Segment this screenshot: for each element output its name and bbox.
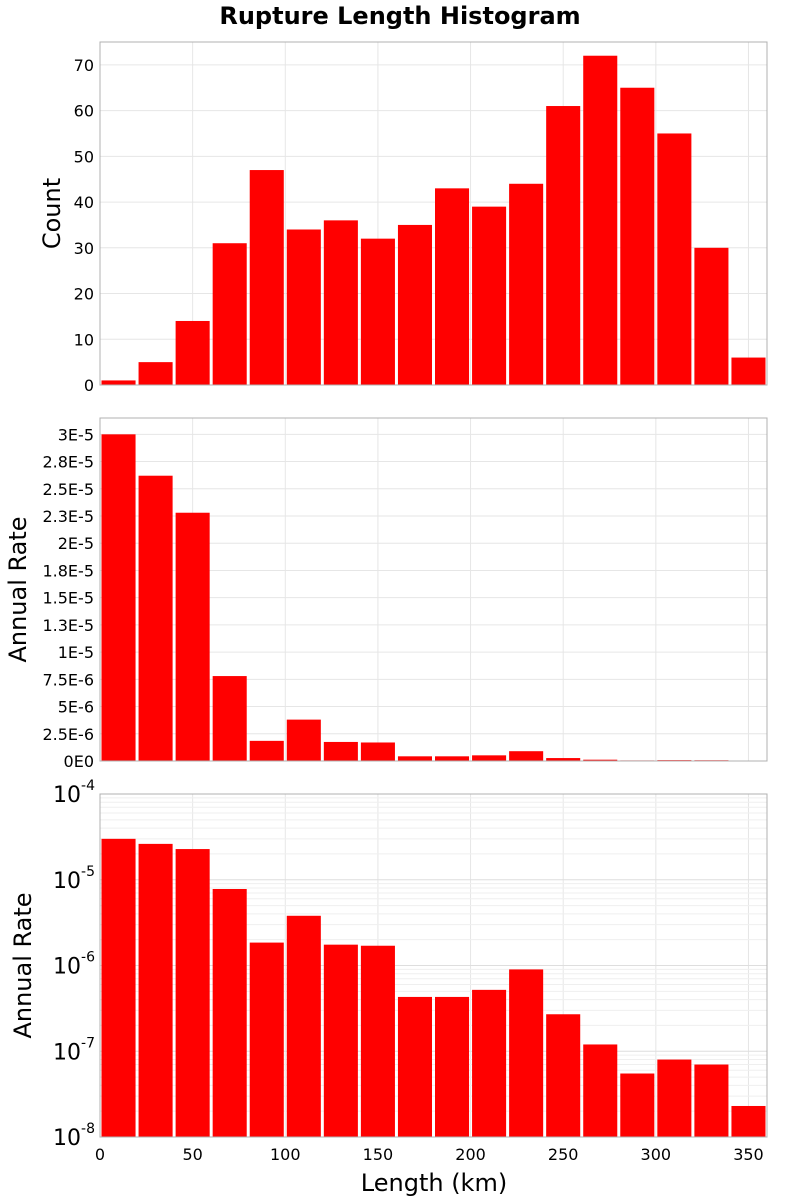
bar <box>175 849 210 1137</box>
bar <box>212 676 247 761</box>
bar <box>212 889 247 1137</box>
bar <box>509 751 544 761</box>
y-tick-label: 1E-5 <box>58 643 94 662</box>
bar <box>546 106 581 385</box>
y-tick-label: 30 <box>74 239 94 258</box>
bar <box>175 320 210 385</box>
bar <box>694 247 729 385</box>
bar <box>620 1073 655 1137</box>
y-axis-title: Count <box>38 178 66 249</box>
bar <box>694 1064 729 1137</box>
bar <box>620 87 655 385</box>
bar <box>397 224 432 385</box>
y-tick-label: 50 <box>74 147 94 166</box>
bar <box>286 915 321 1137</box>
y-tick-label: 1.8E-5 <box>42 561 94 580</box>
bar <box>472 989 507 1137</box>
bar <box>323 741 358 761</box>
y-tick-label: 2.3E-5 <box>42 507 94 526</box>
y-axis-title: Annual Rate <box>4 516 32 662</box>
y-tick-label: 2.5E-5 <box>42 480 94 499</box>
bar <box>435 188 470 385</box>
bar <box>323 944 358 1137</box>
y-tick-label: 10-8 <box>53 1121 95 1151</box>
bar <box>175 512 210 761</box>
bar <box>657 1059 692 1137</box>
bar <box>509 183 544 385</box>
x-tick-label: 100 <box>270 1145 301 1164</box>
bar <box>472 755 507 761</box>
x-tick-label: 200 <box>455 1145 486 1164</box>
y-tick-label: 7.5E-6 <box>42 670 94 689</box>
bar <box>323 220 358 385</box>
y-tick-label: 10-6 <box>53 950 95 980</box>
annual-rate-log-panel: 10-8 10-7 10-6 10-5 10-4 Annual Rate 0 50 100 150… <box>9 778 768 1164</box>
y-tick-label: 10-7 <box>53 1035 95 1065</box>
y-tick-label: 5E-6 <box>58 698 94 717</box>
bar <box>360 945 395 1137</box>
bar <box>546 1014 581 1137</box>
y-tick-label: 0 <box>84 376 94 395</box>
plot-frame <box>99 793 768 1138</box>
bar <box>138 475 173 761</box>
y-tick-label: 1.3E-5 <box>42 616 94 635</box>
y-tick-label: 10-4 <box>53 778 95 808</box>
bar <box>435 756 470 761</box>
y-tick-label: 10 <box>74 330 94 349</box>
bar <box>397 756 432 761</box>
x-tick-label: 350 <box>733 1145 764 1164</box>
plot-frame <box>99 417 768 762</box>
bar <box>101 434 136 761</box>
count-panel: 0 10 20 30 40 50 60 70 Count <box>38 41 768 395</box>
bar <box>249 740 284 761</box>
y-tick-label: 60 <box>74 102 94 121</box>
annual-rate-linear-panel: 0E0 2.5E-6 5E-6 7.5E-6 1E-5 1.3E-5 1.5E-5 1.8E-… <box>4 417 768 771</box>
bar <box>138 362 173 385</box>
y-tick-label: 3E-5 <box>58 425 94 444</box>
y-axis-title: Annual Rate <box>9 892 37 1038</box>
bar <box>101 380 136 385</box>
y-tick-label: 2.5E-6 <box>42 725 94 744</box>
y-tick-label: 70 <box>74 56 94 75</box>
y-tick-label: 2E-5 <box>58 534 94 553</box>
y-tick-label: 1.5E-5 <box>42 589 94 608</box>
bar <box>509 969 544 1137</box>
x-axis-title: Length (km) <box>361 1169 507 1197</box>
y-tick-label: 40 <box>74 193 94 212</box>
x-tick-label: 50 <box>182 1145 202 1164</box>
bar <box>286 719 321 761</box>
x-tick-label: 250 <box>548 1145 579 1164</box>
bar <box>249 942 284 1137</box>
bar <box>360 238 395 385</box>
x-tick-label: 0 <box>95 1145 105 1164</box>
x-tick-label: 300 <box>641 1145 672 1164</box>
bar <box>472 206 507 385</box>
bar <box>583 1044 618 1137</box>
y-tick-label: 20 <box>74 285 94 304</box>
y-tick-label: 0E0 <box>64 752 94 771</box>
bar <box>249 170 284 385</box>
bar <box>731 357 766 385</box>
bar <box>583 55 618 385</box>
bar <box>101 838 136 1137</box>
bar <box>286 229 321 385</box>
bar <box>360 742 395 761</box>
bar <box>435 996 470 1137</box>
plot-frame <box>99 41 768 386</box>
chart-title: Rupture Length Histogram <box>219 2 581 30</box>
x-tick-label: 150 <box>363 1145 394 1164</box>
bar <box>138 843 173 1137</box>
bar <box>657 133 692 385</box>
bar <box>731 1105 766 1137</box>
y-tick-label: 2.8E-5 <box>42 453 94 472</box>
y-tick-label: 10-5 <box>53 864 95 894</box>
bar <box>583 759 618 761</box>
bar <box>546 758 581 761</box>
bar <box>212 243 247 385</box>
bar <box>397 996 432 1137</box>
